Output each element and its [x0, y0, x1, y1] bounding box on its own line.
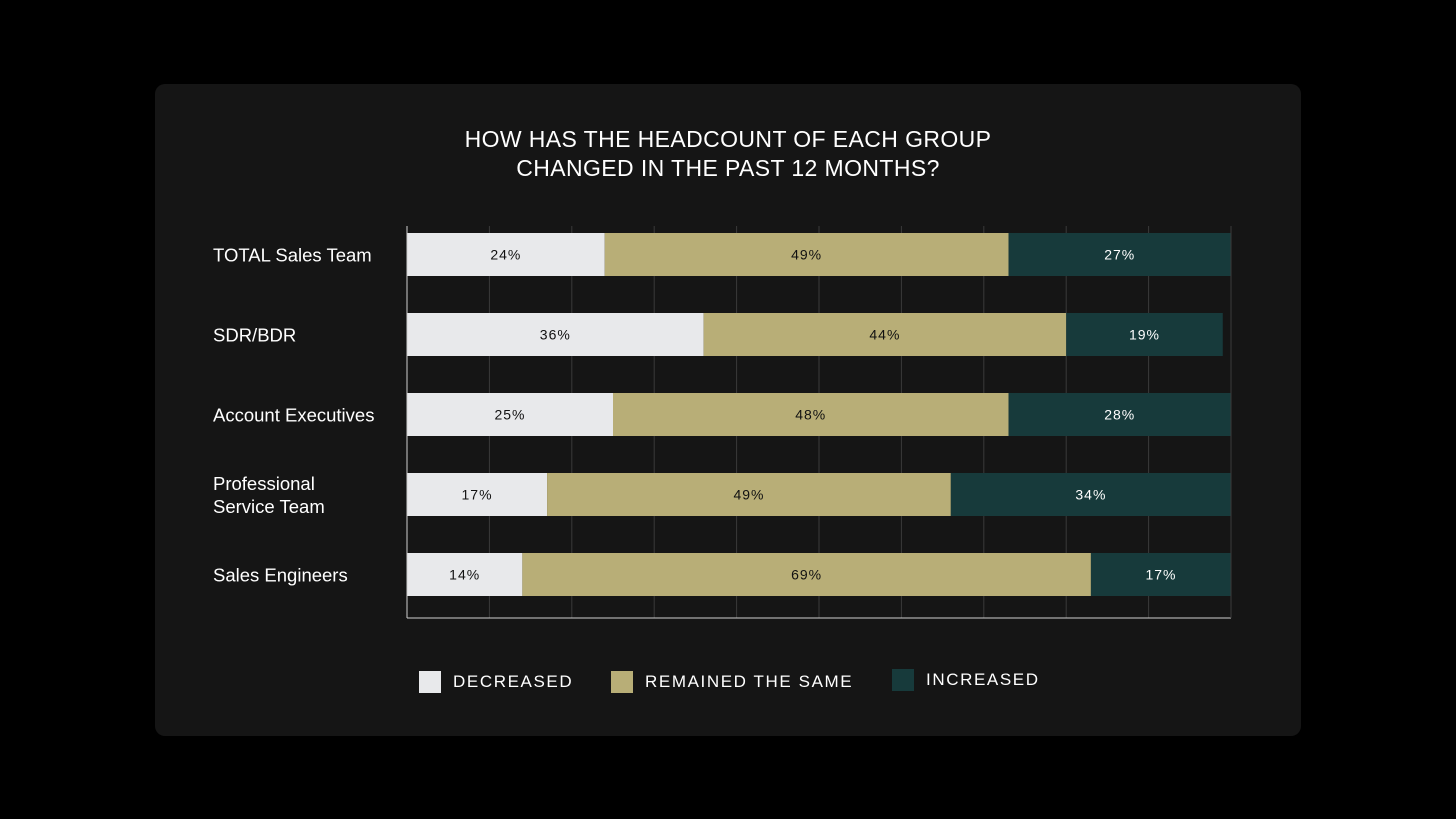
- data-label: 24%: [490, 247, 521, 263]
- bar-increased: [1008, 393, 1231, 436]
- data-label: 34%: [1075, 487, 1106, 503]
- data-label: 44%: [869, 327, 900, 343]
- legend-label: INCREASED: [926, 670, 1040, 689]
- chart-title: HOW HAS THE HEADCOUNT OF EACH GROUP CHAN…: [0, 125, 1456, 183]
- legend-swatch: [419, 671, 441, 693]
- category-label: Professional Service Team: [213, 473, 325, 517]
- data-label: 17%: [1145, 567, 1176, 583]
- bar-remained-the-same: [604, 233, 1009, 276]
- bar-decreased: [407, 473, 548, 516]
- bar-remained-the-same: [547, 473, 951, 516]
- category-labels: TOTAL Sales Team SDR/BDR Account Executive…: [213, 245, 374, 586]
- bar-decreased: [407, 313, 704, 356]
- axes: [406, 226, 1232, 619]
- bar-decreased: [407, 233, 605, 276]
- legend-label: REMAINED THE SAME: [645, 672, 854, 691]
- data-label: 49%: [733, 487, 764, 503]
- bar-increased: [1066, 313, 1223, 356]
- bar-increased: [1090, 553, 1231, 596]
- bar-decreased: [407, 553, 523, 596]
- bar-increased: [1008, 233, 1231, 276]
- bar-remained-the-same: [522, 553, 1091, 596]
- bar-increased: [950, 473, 1231, 516]
- chart-title-line-1: HOW HAS THE HEADCOUNT OF EACH GROUP: [464, 126, 992, 152]
- category-label: SDR/BDR: [213, 325, 296, 346]
- data-label: 27%: [1104, 247, 1135, 263]
- legend-item: DECREASED: [419, 671, 573, 693]
- bars: 24% 49% 27% 36% 44% 19% 25% 48% 28% 17% 49% 34% 14% 6…: [407, 233, 1231, 596]
- data-label: 36%: [540, 327, 571, 343]
- legend-swatch: [892, 669, 914, 691]
- data-label: 28%: [1104, 407, 1135, 423]
- data-label: 14%: [449, 567, 480, 583]
- legend-swatch: [611, 671, 633, 693]
- legend-item: INCREASED: [892, 669, 1040, 691]
- category-label: Sales Engineers: [213, 565, 348, 586]
- bar-decreased: [407, 393, 613, 436]
- legend-label: DECREASED: [453, 672, 574, 691]
- category-label: Account Executives: [213, 405, 374, 426]
- data-label: 49%: [791, 247, 822, 263]
- data-label: 19%: [1129, 327, 1160, 343]
- chart-title-line-2: CHANGED IN THE PAST 12 MONTHS?: [516, 155, 940, 181]
- category-label: TOTAL Sales Team: [213, 245, 372, 266]
- legend: DECREASED REMAINED THE SAME INCREASED: [0, 669, 1456, 699]
- legend-item: REMAINED THE SAME: [611, 671, 853, 693]
- bar-remained-the-same: [613, 393, 1009, 436]
- data-label: 48%: [795, 407, 826, 423]
- bar-remained-the-same: [703, 313, 1067, 356]
- data-label: 25%: [494, 407, 525, 423]
- data-label: 69%: [791, 567, 822, 583]
- data-label: 17%: [462, 487, 493, 503]
